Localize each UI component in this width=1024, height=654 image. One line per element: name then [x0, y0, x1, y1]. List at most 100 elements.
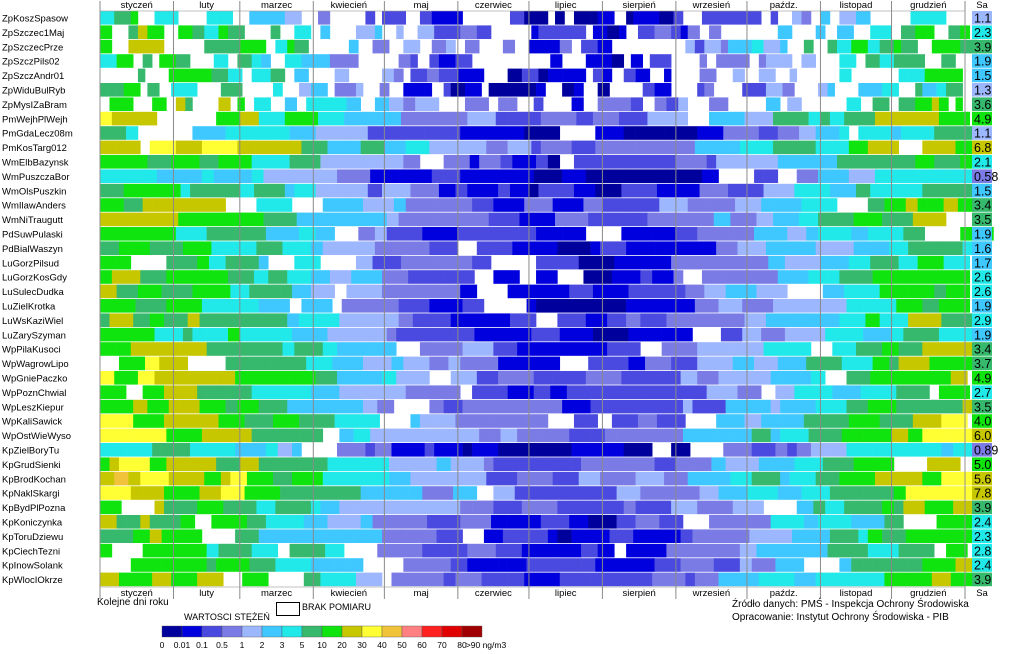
heatmap-cell [879, 126, 892, 140]
heatmap-cell [446, 11, 463, 25]
heatmap-cell [159, 227, 177, 241]
heatmap-cell [531, 11, 549, 25]
heatmap-cell [569, 428, 591, 443]
heatmap-cell [282, 241, 312, 255]
heatmap-cell [310, 500, 321, 515]
heatmap-cell [327, 327, 357, 342]
heatmap-cell [792, 313, 828, 327]
heatmap-cell [578, 342, 608, 356]
heatmap-cell [950, 39, 961, 54]
heatmap-cell [498, 572, 508, 587]
heatmap-cell [403, 97, 416, 111]
heatmap-cell [832, 385, 862, 399]
heatmap-cell [746, 486, 779, 500]
heatmap-cell [682, 428, 717, 443]
heatmap-cell [573, 11, 591, 25]
heatmap-cell [239, 39, 252, 54]
heatmap-cell [163, 313, 188, 327]
heatmap-cell [962, 399, 975, 414]
heatmap-cell [581, 558, 596, 572]
heatmap-cell [282, 515, 305, 529]
heatmap-cell [531, 140, 542, 155]
heatmap-cell [934, 155, 961, 169]
heatmap-cell [256, 500, 276, 515]
heatmap-cell [100, 428, 136, 443]
heatmap-cell [209, 212, 222, 227]
heatmap-cell [659, 11, 674, 25]
heatmap-cell [493, 457, 525, 471]
heatmap-cell [905, 486, 933, 500]
heatmap-cell [301, 140, 328, 155]
heatmap-cell [607, 457, 620, 471]
heatmap-cell [109, 183, 124, 198]
heatmap-cell [806, 227, 819, 241]
heatmap-cell [720, 529, 750, 543]
heatmap-cell [701, 11, 710, 25]
heatmap-cell [889, 543, 899, 558]
heatmap-cell [898, 543, 935, 558]
heatmap-cell [749, 371, 771, 385]
heatmap-cell [903, 500, 926, 515]
heatmap-cell [855, 11, 871, 25]
heatmap-cell [592, 68, 603, 83]
heatmap-cell [630, 198, 660, 212]
heatmap-cell [801, 11, 812, 25]
heatmap-cell [424, 83, 433, 97]
sa-cell [972, 327, 992, 342]
legend-swatch [361, 625, 383, 638]
heatmap-cell [718, 313, 745, 327]
heatmap-cell [391, 241, 414, 255]
heatmap-cell [142, 385, 165, 399]
heatmap-cell [149, 183, 181, 198]
heatmap-cell [133, 227, 160, 241]
heatmap-cell [147, 83, 160, 97]
sa-value: 3.9 [974, 501, 991, 515]
heatmap-cell [507, 111, 542, 126]
heatmap-cell [114, 371, 139, 385]
heatmap-cell [633, 529, 665, 543]
heatmap-cell [882, 529, 907, 543]
heatmap-cell [827, 313, 840, 327]
heatmap-cell [493, 342, 518, 356]
station-label: WpLeszKiepur [2, 402, 64, 413]
heatmap-cell [642, 399, 674, 414]
heatmap-cell [697, 342, 729, 356]
heatmap-cell [393, 11, 407, 25]
heatmap-cell [216, 11, 234, 25]
sa-cell [972, 241, 992, 255]
heatmap-cell [223, 443, 236, 457]
heatmap-cell [706, 471, 731, 486]
heatmap-cell [908, 558, 923, 572]
heatmap-cell [905, 54, 914, 68]
month-label: luty [199, 588, 214, 599]
heatmap-cell [664, 529, 681, 543]
heatmap-cell [896, 299, 923, 313]
heatmap-cell [666, 97, 679, 111]
heatmap-cell [754, 227, 788, 241]
heatmap-cell [410, 414, 421, 428]
heatmap-cell [730, 543, 741, 558]
heatmap-cell [623, 126, 636, 140]
heatmap-cell [777, 155, 807, 169]
heatmap-cell [446, 39, 456, 54]
heatmap-cell [154, 327, 184, 342]
heatmap-cell [898, 97, 916, 111]
heatmap-cell [704, 83, 715, 97]
heatmap-cell [171, 529, 203, 543]
heatmap-cell [370, 155, 404, 169]
heatmap-cell [526, 299, 537, 313]
heatmap-cell [751, 11, 762, 25]
heatmap-cell [770, 11, 779, 25]
heatmap-cell [656, 183, 674, 198]
heatmap-cell [382, 68, 395, 83]
heatmap-cell [488, 83, 506, 97]
sa-cell [972, 342, 992, 356]
no-data-label: BRAK POMIARU [302, 602, 372, 612]
heatmap-cell [841, 356, 873, 371]
heatmap-cell [941, 68, 952, 83]
heatmap-cell [100, 414, 134, 428]
heatmap-cell [571, 97, 584, 111]
heatmap-cell [230, 39, 241, 54]
heatmap-cell [827, 39, 838, 54]
heatmap-cell [581, 39, 598, 54]
